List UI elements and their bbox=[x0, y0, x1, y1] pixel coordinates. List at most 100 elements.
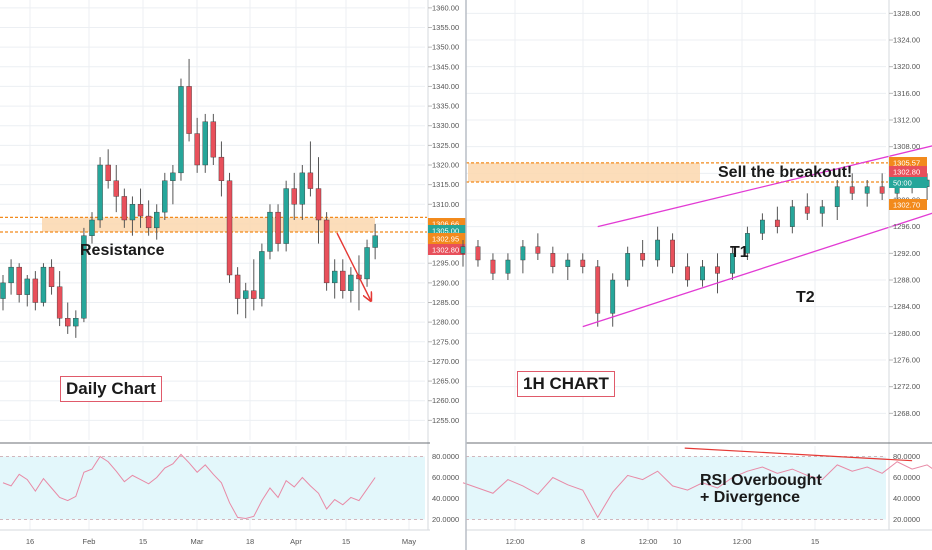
daily-candle bbox=[218, 141, 225, 197]
hourly-candle-body bbox=[610, 279, 616, 314]
daily-candle bbox=[16, 263, 22, 303]
hourly-chart-label: 1H CHART bbox=[517, 371, 615, 397]
daily-candle-body bbox=[275, 211, 281, 244]
daily-x-tick-label: Mar bbox=[191, 537, 204, 546]
daily-y-tick-label: 1255.00 bbox=[432, 416, 459, 425]
rsi-divergence-line bbox=[684, 447, 913, 462]
hourly-candle bbox=[535, 233, 541, 260]
daily-candle-body bbox=[137, 204, 144, 217]
hourly-candle-body bbox=[730, 253, 735, 274]
hourly-candle bbox=[610, 273, 616, 327]
daily-y-tick-label: 1350.00 bbox=[432, 43, 459, 52]
daily-candle-body bbox=[56, 286, 63, 319]
daily-candle bbox=[121, 188, 128, 228]
hourly-rsi-tick-label: 40.0000 bbox=[893, 494, 920, 503]
hourly-price-badge-text: 1302.70 bbox=[893, 201, 920, 210]
hourly-candle-body bbox=[834, 186, 840, 207]
hourly-y-tick-label: 1308.00 bbox=[893, 142, 920, 151]
hourly-candle bbox=[625, 246, 631, 287]
daily-price-badge bbox=[428, 244, 466, 255]
daily-candle-body bbox=[48, 266, 55, 287]
daily-candle bbox=[348, 267, 354, 303]
daily-price-badge-text: 1305.00 bbox=[432, 227, 459, 236]
daily-candle-body bbox=[121, 196, 128, 221]
daily-y-tick-label: 1355.00 bbox=[432, 23, 459, 32]
hourly-candle bbox=[460, 240, 466, 267]
daily-zone-box bbox=[42, 217, 375, 232]
daily-candle bbox=[113, 165, 119, 213]
daily-candle bbox=[65, 302, 71, 334]
hourly-price-badge bbox=[889, 177, 927, 188]
daily-candle bbox=[73, 310, 79, 338]
daily-candle bbox=[234, 267, 241, 315]
hourly-candle bbox=[730, 246, 735, 280]
daily-candle-body bbox=[340, 270, 346, 291]
daily-candle-body bbox=[8, 266, 14, 284]
hourly-candle-body bbox=[490, 259, 496, 274]
hourly-price-badge bbox=[889, 157, 927, 168]
daily-candle bbox=[32, 271, 39, 311]
daily-y-tick-label: 1360.00 bbox=[432, 3, 459, 12]
daily-candle bbox=[145, 200, 152, 236]
daily-candle bbox=[315, 157, 322, 244]
hourly-candle bbox=[864, 180, 870, 207]
hourly-candle-body bbox=[685, 266, 690, 281]
daily-candle-body bbox=[40, 266, 47, 303]
daily-y-tick-label: 1340.00 bbox=[432, 82, 459, 91]
daily-price-badge-text: 1302.95 bbox=[432, 235, 459, 244]
daily-candle-body bbox=[89, 219, 95, 236]
hourly-price-badge-text: 1305.57 bbox=[893, 159, 920, 168]
hourly-zone-box bbox=[468, 162, 700, 182]
daily-candle bbox=[154, 204, 160, 240]
hourly-candle-body bbox=[475, 246, 481, 261]
hourly-y-tick-label: 1324.00 bbox=[893, 36, 920, 45]
hourly-candle-body bbox=[505, 259, 511, 274]
daily-candle-body bbox=[186, 86, 192, 134]
daily-candle-body bbox=[242, 290, 249, 299]
daily-candle bbox=[259, 243, 265, 307]
rsi-divergence-label: + Divergence bbox=[700, 489, 801, 506]
daily-candle-body bbox=[259, 251, 265, 299]
hourly-candle-body bbox=[760, 219, 765, 234]
hourly-candle-body bbox=[789, 206, 795, 227]
hourly-rsi-tick-label: 60.0000 bbox=[893, 473, 920, 482]
daily-candle bbox=[323, 212, 330, 291]
hourly-candle bbox=[565, 253, 571, 280]
daily-candle-body bbox=[129, 204, 136, 221]
daily-y-tick-label: 1315.00 bbox=[432, 180, 459, 189]
daily-candle-body bbox=[16, 266, 22, 295]
target-1-label: T1 bbox=[730, 244, 749, 261]
daily-candle bbox=[210, 113, 217, 165]
daily-candle bbox=[56, 271, 63, 327]
hourly-candle-body bbox=[595, 266, 601, 314]
daily-candle-body bbox=[218, 156, 225, 181]
daily-candle bbox=[40, 263, 47, 307]
hourly-candle bbox=[760, 213, 765, 240]
channel-upper-line bbox=[597, 145, 932, 228]
hourly-candle-body bbox=[700, 266, 705, 281]
daily-y-tick-label: 1275.00 bbox=[432, 337, 459, 346]
daily-candle-body bbox=[291, 188, 297, 205]
daily-rsi-tick-label: 60.0000 bbox=[432, 473, 459, 482]
hourly-candle bbox=[745, 226, 750, 260]
daily-candle-body bbox=[372, 235, 378, 248]
daily-candle-body bbox=[24, 278, 30, 295]
hourly-x-tick-label: 12:00 bbox=[639, 537, 658, 546]
rsi-overbought-label: RSI Overbought bbox=[700, 472, 822, 489]
hourly-candle bbox=[520, 240, 526, 274]
daily-candle bbox=[340, 259, 346, 299]
daily-candle bbox=[186, 58, 192, 142]
hourly-y-tick-label: 1276.00 bbox=[893, 356, 920, 365]
hourly-x-tick-label: 15 bbox=[811, 537, 819, 546]
daily-candle-body bbox=[299, 172, 306, 205]
hourly-candle-body bbox=[625, 253, 631, 281]
hourly-candle bbox=[879, 173, 885, 200]
hourly-candle-body bbox=[460, 246, 466, 254]
daily-candle-body bbox=[348, 274, 354, 291]
daily-price-badge bbox=[428, 218, 466, 229]
daily-y-tick-label: 1260.00 bbox=[432, 396, 459, 405]
hourly-price-badge bbox=[889, 166, 927, 177]
daily-price-badge bbox=[428, 233, 466, 244]
daily-candle-body bbox=[283, 188, 289, 244]
